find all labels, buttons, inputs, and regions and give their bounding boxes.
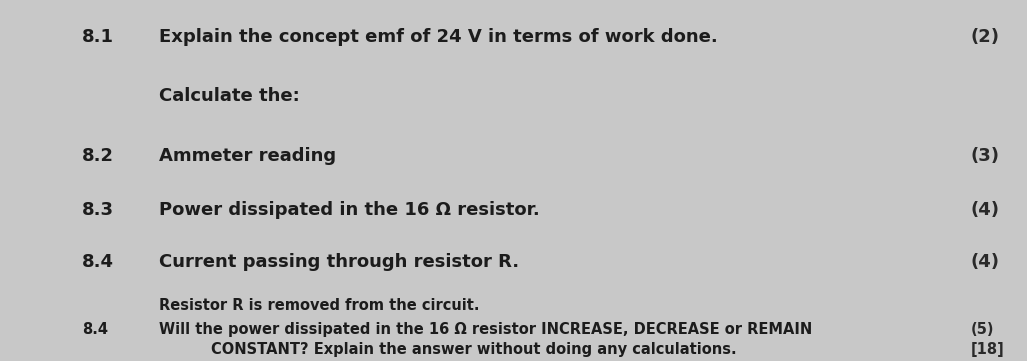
Text: 8.1: 8.1 [82,27,114,45]
Text: Will the power dissipated in the 16 Ω resistor INCREASE, DECREASE or REMAIN: Will the power dissipated in the 16 Ω re… [159,322,812,337]
Text: Current passing through resistor R.: Current passing through resistor R. [159,253,520,271]
Text: 8.3: 8.3 [82,201,114,219]
Text: 8.4: 8.4 [82,322,108,337]
Text: (3): (3) [971,147,999,165]
Text: CONSTANT? Explain the answer without doing any calculations.: CONSTANT? Explain the answer without doi… [211,342,736,357]
Text: (2): (2) [971,27,999,45]
Text: Ammeter reading: Ammeter reading [159,147,336,165]
Text: Explain the concept ​emf​ of 24 V in terms of work done.: Explain the concept ​emf​ of 24 V in ter… [159,27,718,45]
Text: 8.4: 8.4 [82,253,114,271]
Text: (5): (5) [971,322,994,337]
Text: [18]: [18] [971,342,1004,357]
Text: (4): (4) [971,201,999,219]
Text: 8.2: 8.2 [82,147,114,165]
Text: (4): (4) [971,253,999,271]
Text: Calculate the:: Calculate the: [159,87,300,105]
Text: Power dissipated in the 16 Ω resistor.: Power dissipated in the 16 Ω resistor. [159,201,540,219]
Text: Resistor R is removed from the circuit.: Resistor R is removed from the circuit. [159,299,480,313]
